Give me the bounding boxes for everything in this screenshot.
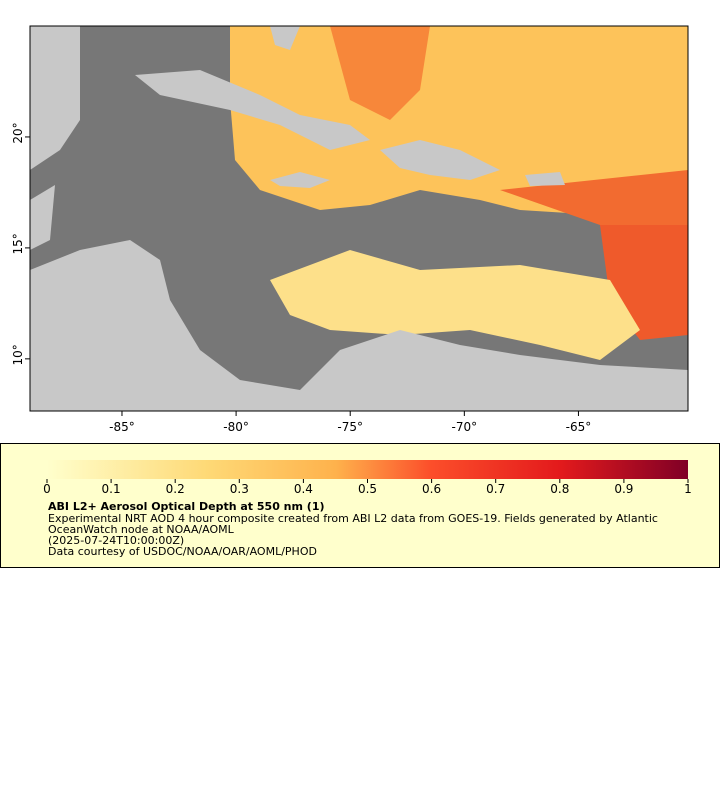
legend-description: Experimental NRT AOD 4 hour composite cr…	[48, 512, 658, 525]
colorbar-tick-label: 0.8	[550, 482, 569, 496]
land	[270, 26, 300, 50]
y-tick-label: 20°	[11, 122, 25, 143]
colorbar-tick-label: 0.5	[358, 482, 377, 496]
land	[270, 172, 565, 188]
legend-title: ABI L2+ Aerosol Optical Depth at 550 nm …	[48, 500, 325, 513]
y-tick-label: 15°	[11, 233, 25, 254]
colorbar-tick-label: 0.6	[422, 482, 441, 496]
legend-credit: Data courtesy of USDOC/NOAA/OAR/AOML/PHO…	[48, 545, 317, 558]
colorbar-tick-label: 0	[43, 482, 51, 496]
map-frame	[29, 25, 689, 412]
land	[30, 26, 80, 250]
aerosol-field	[330, 26, 430, 120]
colorbar-tick-label: 0.2	[166, 482, 185, 496]
colorbar-tick-label: 0.9	[614, 482, 633, 496]
map-axes: -85° -80° -75° -70° -65° 10° 15° 20°	[11, 122, 591, 434]
x-tick-label: -70°	[452, 420, 478, 434]
colorbar-tick-label: 1	[684, 482, 692, 496]
x-tick-label: -80°	[223, 420, 249, 434]
land	[135, 70, 370, 150]
land	[30, 240, 688, 411]
colorbar-tick-label: 0.7	[486, 482, 505, 496]
aerosol-field	[270, 250, 640, 360]
colorbar-tick-label: 0.1	[102, 482, 121, 496]
colorbar-tick-label: 0.4	[294, 482, 313, 496]
x-tick-label: -65°	[566, 420, 592, 434]
colorbar-ticks: 0 0.1 0.2 0.3 0.4 0.5 0.6 0.7 0.8 0.9 1	[43, 479, 692, 496]
land	[380, 140, 500, 180]
y-tick-label: 10°	[11, 344, 25, 365]
legend-description: OceanWatch node at NOAA/AOML	[48, 523, 235, 536]
x-tick-label: -85°	[109, 420, 135, 434]
x-tick-label: -75°	[337, 420, 363, 434]
legend-time: (2025-07-24T10:00:00Z)	[48, 534, 184, 547]
aerosol-field	[500, 170, 688, 240]
colorbar-tick-label: 0.3	[230, 482, 249, 496]
map	[30, 26, 688, 411]
colorbar	[47, 460, 688, 479]
